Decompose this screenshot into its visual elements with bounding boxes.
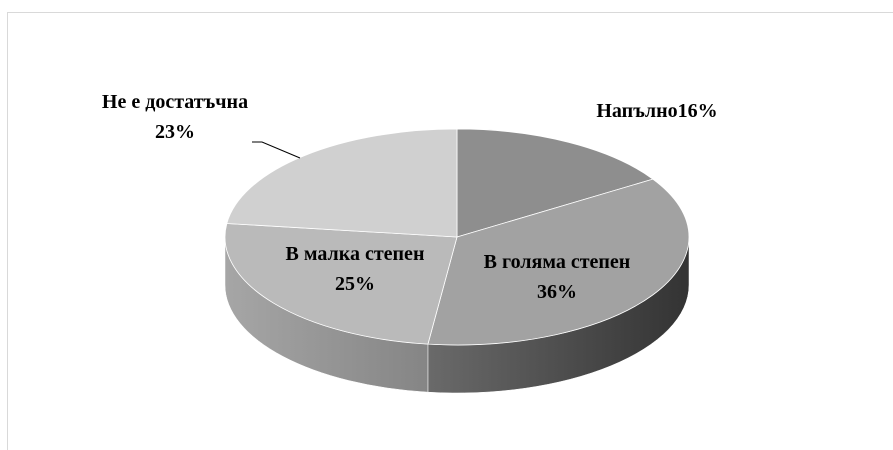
chart-frame bbox=[7, 12, 893, 450]
pie-slice bbox=[456, 128, 654, 238]
pie-slice bbox=[224, 223, 458, 345]
category-label: В малка степен bbox=[286, 243, 425, 265]
pie-slice bbox=[226, 128, 458, 238]
value-label: 25% bbox=[335, 273, 375, 295]
pie-slice bbox=[427, 178, 690, 346]
value-label: 36% bbox=[537, 281, 577, 303]
data-label: Не е достатъчна 23% bbox=[102, 91, 248, 143]
value-label: 16% bbox=[678, 100, 718, 122]
pie bbox=[224, 128, 690, 394]
data-label: Напълно16% bbox=[596, 100, 717, 122]
value-label: 23% bbox=[155, 121, 195, 143]
data-label: В малка степен 25% bbox=[286, 243, 425, 295]
labels: Напълно16% В голяма степен 36% В малка степ… bbox=[102, 91, 718, 303]
category-label: В голяма степен bbox=[484, 251, 631, 273]
category-label: Не е достатъчна bbox=[102, 91, 248, 113]
category-label: Напълно bbox=[596, 100, 677, 122]
leader-line bbox=[252, 141, 301, 159]
data-label: В голяма степен 36% bbox=[484, 251, 631, 303]
